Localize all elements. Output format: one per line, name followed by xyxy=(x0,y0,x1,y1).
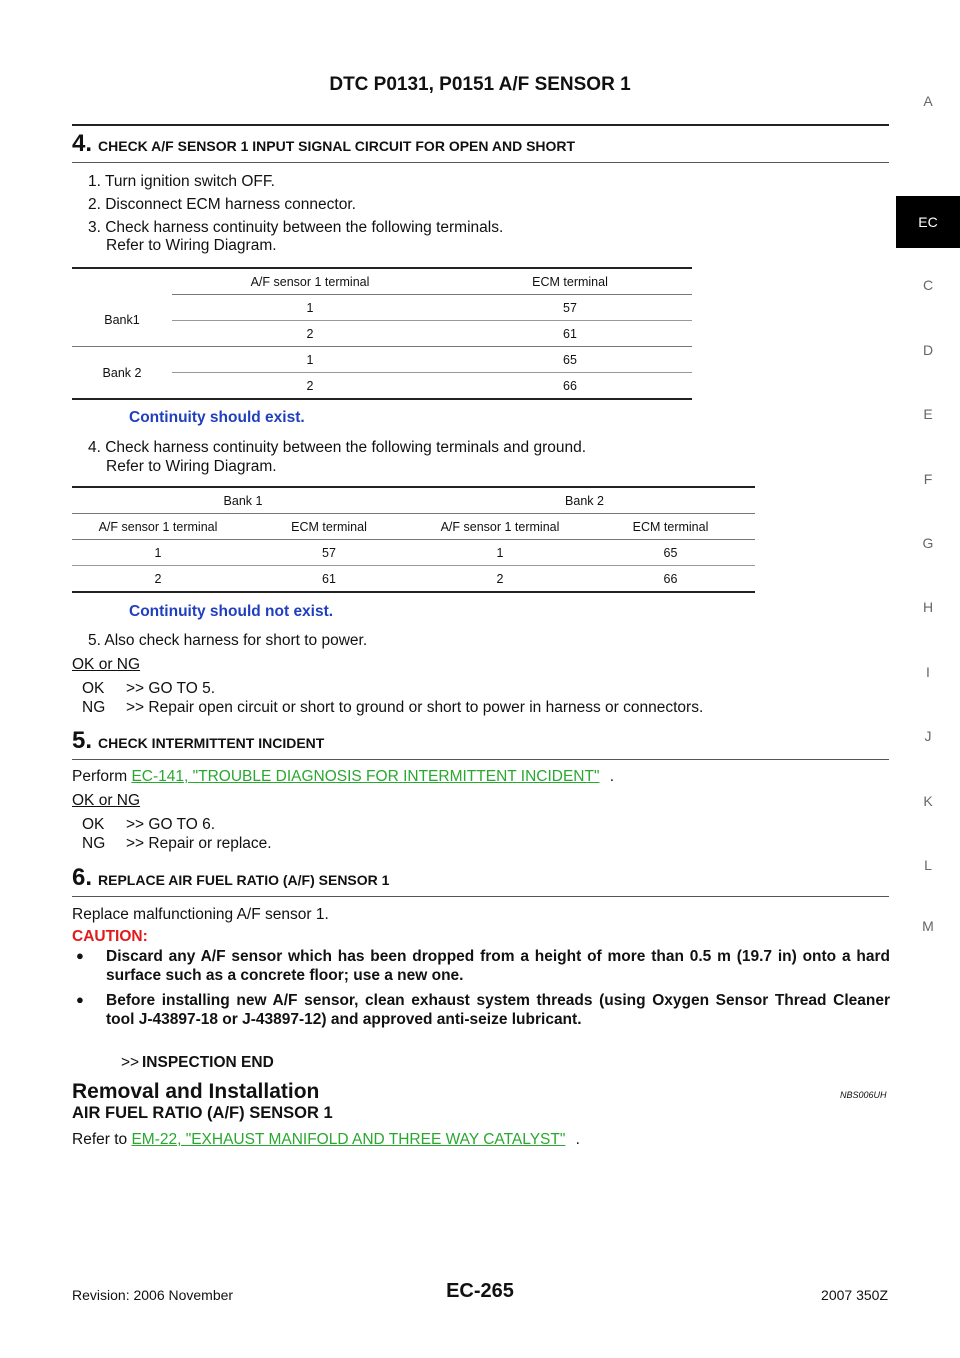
reference-link[interactable]: EM-22, "EXHAUST MANIFOLD AND THREE WAY C… xyxy=(131,1131,566,1148)
table-cell: 1 xyxy=(72,539,244,566)
table-cell: 1 xyxy=(414,539,586,566)
ok-label: OK xyxy=(82,816,105,833)
index-letter-c[interactable]: C xyxy=(922,277,934,293)
table-cell: 57 xyxy=(448,294,692,321)
index-letter-i[interactable]: I xyxy=(926,664,930,680)
revision-info: Revision: 2006 November xyxy=(72,1287,234,1303)
instruction: Replace malfunctioning A/F sensor 1. xyxy=(72,906,329,923)
step-5-heading: 5. CHECK INTERMITTENT INCIDENT xyxy=(72,727,889,760)
expected-result: Continuity should exist. xyxy=(129,409,305,426)
refer-label: Refer to xyxy=(72,1131,128,1148)
table-cell: 61 xyxy=(322,571,336,586)
index-letter-m[interactable]: M xyxy=(922,918,934,934)
table-cell: 61 xyxy=(448,320,692,347)
perform-line: Perform EC-141, "TROUBLE DIAGNOSIS FOR I… xyxy=(72,768,614,786)
index-letter-g[interactable]: G xyxy=(922,535,934,551)
step-title: REPLACE AIR FUEL RATIO (A/F) SENSOR 1 xyxy=(98,872,390,888)
index-letter-ec[interactable]: EC xyxy=(896,196,960,248)
continuity-table-2: Bank 1 Bank 2 A/F sensor 1 terminal ECM … xyxy=(72,486,755,593)
index-letter-l[interactable]: L xyxy=(924,857,932,873)
table-cell: 1 xyxy=(172,346,448,373)
section-code: NBS006UH xyxy=(840,1090,887,1100)
ok-action: >> GO TO 5. xyxy=(126,680,216,697)
instruction: 1. Turn ignition switch OFF. xyxy=(88,173,275,190)
table-cell: 2 xyxy=(172,320,448,347)
table-header: ECM terminal xyxy=(448,268,692,295)
table-cell: 65 xyxy=(586,539,755,566)
bank-label: Bank 2 xyxy=(102,365,142,380)
table-cell: 65 xyxy=(448,346,692,373)
reference-link[interactable]: EC-141, "TROUBLE DIAGNOSIS FOR INTERMITT… xyxy=(131,768,600,785)
table-header: ECM terminal xyxy=(586,513,755,540)
instruction: Refer to Wiring Diagram. xyxy=(106,237,277,254)
table-cell: 2 xyxy=(154,571,162,586)
index-letter-a[interactable]: A xyxy=(923,93,933,109)
subsection-heading: AIR FUEL RATIO (A/F) SENSOR 1 xyxy=(72,1104,333,1122)
table-cell: 1 xyxy=(172,294,448,321)
step-6-heading: 6. REPLACE AIR FUEL RATIO (A/F) SENSOR 1 xyxy=(72,864,889,897)
step-title: CHECK A/F SENSOR 1 INPUT SIGNAL CIRCUIT … xyxy=(98,138,576,154)
ok-action: >> GO TO 6. xyxy=(126,816,216,833)
ok-or-ng-label: OK or NG xyxy=(72,792,141,809)
table-cell: 2 xyxy=(306,378,314,393)
caution-item: Discard any A/F sensor which has been dr… xyxy=(106,948,890,984)
table-group-header: Bank 1 xyxy=(72,487,414,514)
step-number: 6. xyxy=(72,864,93,891)
ok-or-ng-label: OK or NG xyxy=(72,656,141,673)
ng-action: >> Repair or replace. xyxy=(126,835,272,852)
instruction: Refer to Wiring Diagram. xyxy=(106,458,277,475)
divider xyxy=(72,124,889,126)
bullet-icon: ● xyxy=(76,948,84,963)
table-header: A/F sensor 1 terminal xyxy=(414,513,586,540)
table-header: A/F sensor 1 terminal xyxy=(172,268,448,295)
instruction: 3. Check harness continuity between the … xyxy=(88,219,504,236)
inspection-end: INSPECTION END xyxy=(142,1054,274,1071)
index-letter-d[interactable]: D xyxy=(922,342,934,358)
step-number: 4. xyxy=(72,130,93,157)
step-number: 5. xyxy=(72,727,93,754)
index-letter-j[interactable]: J xyxy=(924,728,932,744)
instruction: 2. Disconnect ECM harness connector. xyxy=(88,196,356,213)
table-header: A/F sensor 1 terminal xyxy=(72,513,244,540)
ng-label: NG xyxy=(82,699,106,716)
table-cell: 2 xyxy=(496,571,504,586)
caution-item: Before installing new A/F sensor, clean … xyxy=(106,992,890,1028)
table-header: ECM terminal xyxy=(244,513,414,540)
expected-result: Continuity should not exist. xyxy=(129,603,334,620)
step-4-heading: 4. CHECK A/F SENSOR 1 INPUT SIGNAL CIRCUI… xyxy=(72,130,889,163)
index-letter-f[interactable]: F xyxy=(923,471,933,487)
perform-label: Perform xyxy=(72,768,128,785)
instruction: 4. Check harness continuity between the … xyxy=(88,439,587,456)
period: . xyxy=(609,768,615,785)
bullet-icon: ● xyxy=(76,992,84,1007)
bank-label: Bank1 xyxy=(72,294,172,347)
page-number: EC-265 xyxy=(446,1280,514,1302)
ng-action: >> Repair open circuit or short to groun… xyxy=(126,699,704,716)
table-cell: 57 xyxy=(244,539,414,566)
table-cell: 66 xyxy=(563,378,577,393)
step-title: CHECK INTERMITTENT INCIDENT xyxy=(98,735,325,751)
instruction: 5. Also check harness for short to power… xyxy=(88,632,368,649)
section-heading: Removal and Installation xyxy=(72,1080,320,1103)
end-arrow: >> xyxy=(121,1054,140,1071)
table-group-header: Bank 2 xyxy=(414,487,755,514)
period: . xyxy=(575,1131,580,1148)
caution-label: CAUTION: xyxy=(72,928,148,945)
index-letter-e[interactable]: E xyxy=(923,406,933,422)
index-letter-h[interactable]: H xyxy=(922,599,934,615)
ok-label: OK xyxy=(82,680,105,697)
refer-line: Refer to EM-22, "EXHAUST MANIFOLD AND TH… xyxy=(72,1131,580,1149)
page-title: DTC P0131, P0151 A/F SENSOR 1 xyxy=(329,74,631,95)
continuity-table-1: A/F sensor 1 terminal ECM terminal Bank1… xyxy=(72,267,692,400)
ng-label: NG xyxy=(82,835,106,852)
index-letter-k[interactable]: K xyxy=(923,793,933,809)
model-info: 2007 350Z xyxy=(821,1287,888,1303)
table-cell: 66 xyxy=(663,571,678,586)
